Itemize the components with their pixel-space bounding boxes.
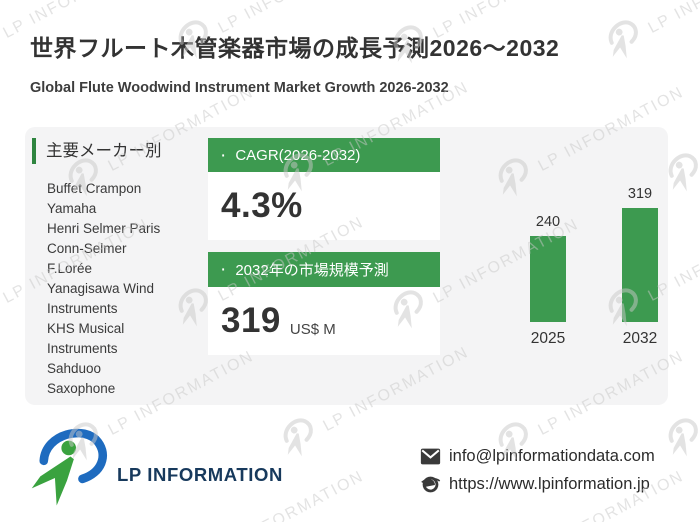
bar-group-2032: 319 2032	[610, 127, 670, 347]
contact-website-row: https://www.lpinformation.jp	[420, 472, 655, 497]
watermark: LP INFORMATION	[594, 0, 700, 74]
bullet-icon: ·	[220, 259, 227, 280]
bar-value-label: 319	[627, 186, 653, 202]
market-size-unit: US$ M	[289, 320, 336, 338]
maker-item: F.Lorée	[47, 261, 93, 276]
makers-list: Buffet Crampon Yamaha Henri Selmer Paris Co…	[32, 179, 169, 399]
bar-category-label: 2032	[622, 330, 658, 347]
maker-item: Yanagisawa Wind Instruments	[47, 281, 155, 316]
contact-website: https://www.lpinformation.jp	[449, 475, 650, 493]
market-size-value: 319	[221, 301, 281, 340]
stats-section: · CAGR(2026-2032) 4.3% · 2032年の市場規模予測 31…	[208, 138, 440, 355]
maker-item: Henri Selmer Paris	[47, 221, 161, 236]
watermark-text: LP INFORMATION	[645, 0, 700, 52]
bar-value-label: 240	[535, 214, 561, 230]
makers-section: 主要メーカー別 Buffet Crampon Yamaha Henri Selmer…	[32, 138, 204, 399]
cagr-body: 4.3%	[208, 172, 440, 240]
bar-chart: 240 2025 319 2032	[480, 127, 685, 405]
bar-group-2025: 240 2025	[518, 127, 578, 347]
cagr-label: CAGR(2026-2032)	[235, 146, 361, 164]
market-size-body: 319 US$ M	[208, 287, 440, 355]
cagr-header: · CAGR(2026-2032)	[208, 138, 440, 172]
contact-email: info@lpinformationdata.com	[449, 447, 655, 465]
summary-panel: 主要メーカー別 Buffet Crampon Yamaha Henri Selmer…	[25, 127, 668, 405]
cagr-value: 4.3%	[221, 186, 303, 225]
bar-category-label: 2025	[530, 330, 566, 347]
bar-2032	[622, 208, 658, 322]
market-size-header: · 2032年の市場規模予測	[208, 252, 440, 287]
market-size-stat: · 2032年の市場規模予測 319 US$ M	[208, 252, 440, 355]
cagr-stat: · CAGR(2026-2032) 4.3%	[208, 138, 440, 240]
maker-item: Conn-Selmer	[47, 241, 127, 256]
maker-item: Sahduoo Saxophone	[47, 361, 116, 396]
market-size-label: 2032年の市場規模予測	[235, 262, 389, 279]
logo-text: LP INFORMATION	[117, 464, 283, 485]
contacts-section: info@lpinformationdata.com https://www.l…	[420, 444, 655, 500]
lp-logo-icon	[31, 428, 107, 506]
bullet-icon: ·	[220, 144, 227, 166]
page-title: 世界フルート木管楽器市場の成長予測2026～2032	[30, 35, 560, 61]
maker-item: Yamaha	[47, 201, 97, 216]
page-subtitle: Global Flute Woodwind Instrument Market …	[30, 80, 449, 96]
globe-icon	[420, 474, 441, 495]
envelope-icon	[420, 446, 441, 467]
makers-heading: 主要メーカー別	[32, 138, 204, 164]
maker-item: Buffet Crampon	[47, 181, 142, 196]
bar-2025	[530, 236, 566, 322]
maker-item: KHS Musical Instruments	[47, 321, 125, 356]
contact-email-row: info@lpinformationdata.com	[420, 444, 655, 469]
